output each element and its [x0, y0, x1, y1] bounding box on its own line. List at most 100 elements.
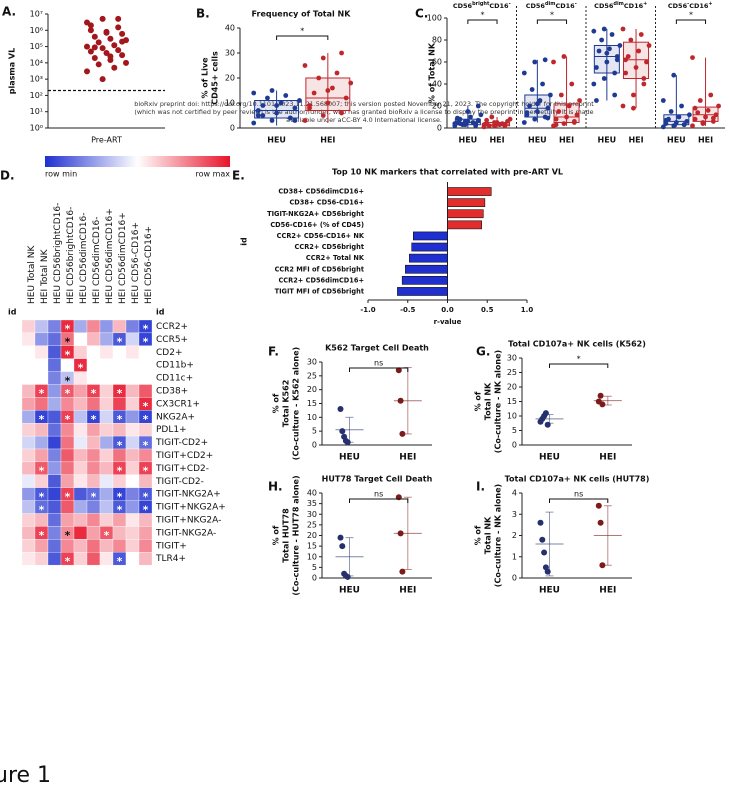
- significance-star: *: [117, 439, 123, 452]
- bar: [411, 242, 448, 252]
- heatmap-cell: [21, 526, 36, 540]
- data-point: [644, 59, 649, 65]
- data-point: [599, 562, 606, 569]
- data-point: [320, 113, 326, 118]
- y-tick-label: 10⁰: [30, 124, 43, 133]
- heatmap-cell: [47, 448, 62, 463]
- y-tick-label: 10⁷: [30, 10, 43, 19]
- data-point: [337, 406, 344, 413]
- y-tick-label: 0: [437, 124, 442, 133]
- heatmap-cell: [60, 448, 75, 463]
- panel-letter: C.: [415, 7, 428, 21]
- significance-bracket: [675, 19, 707, 24]
- data-point: [297, 98, 302, 103]
- y-axis-label: Total HUT78: [282, 508, 291, 563]
- data-point: [553, 116, 559, 122]
- row-label: NKG2A+: [156, 412, 195, 422]
- data-point: [320, 55, 326, 61]
- data-point: [542, 57, 548, 63]
- x-tick-label: HEU: [667, 136, 686, 145]
- data-point: [596, 48, 602, 54]
- data-point: [679, 103, 684, 109]
- title-part: CD16: [689, 2, 709, 10]
- data-point: [115, 24, 122, 31]
- data-point: [591, 28, 597, 34]
- y-tick-label: 25: [307, 520, 317, 529]
- data-point: [84, 68, 90, 75]
- y-tick-label: 30: [307, 358, 317, 367]
- data-point: [673, 120, 679, 125]
- title-part: CD16: [624, 2, 644, 10]
- data-point: [612, 92, 618, 98]
- data-point: [597, 519, 604, 526]
- heatmap-cell: [138, 552, 153, 566]
- heatmap-cell: [99, 371, 114, 385]
- panel-letter: H.: [268, 480, 283, 494]
- y-axis-label: Total NK: [484, 516, 493, 554]
- heatmap-cell: [21, 513, 36, 527]
- y-tick-label: 25: [507, 368, 517, 377]
- title-part: bright: [472, 1, 490, 7]
- heatmap-cell: [21, 358, 36, 372]
- data-point: [569, 81, 575, 87]
- data-point: [631, 92, 636, 98]
- significance-star: *: [117, 490, 123, 503]
- data-point: [697, 98, 703, 103]
- data-point: [91, 33, 98, 40]
- heatmap-cell: [125, 448, 140, 463]
- category-label: CD38+ CD56dimCD16+: [278, 188, 364, 196]
- y-axis-label: % of: [474, 525, 483, 545]
- heatmap-cell: [21, 319, 36, 334]
- row-label: TIGIT+CD2-: [155, 464, 209, 474]
- panel-title: Top 10 NK markers that correlated with p…: [332, 168, 563, 177]
- data-point: [457, 121, 463, 126]
- watermark: available under aCC-BY 4.0 International…: [286, 116, 442, 124]
- heatmap-cell: [73, 539, 88, 553]
- heatmap-cell: [21, 539, 36, 553]
- y-tick-label: 10¹: [30, 107, 43, 116]
- heatmap-cell: [47, 552, 62, 566]
- heatmap-cell: [34, 332, 49, 346]
- significance-star: *: [65, 336, 71, 349]
- heatmap-cell: [99, 410, 114, 424]
- heatmap-cell: [86, 474, 101, 488]
- title-part: CD56: [668, 2, 688, 10]
- y-axis-label: Total K562: [282, 380, 291, 428]
- subplot-title: CD56-CD16+: [668, 1, 713, 11]
- bar: [405, 264, 448, 274]
- data-point: [614, 54, 620, 59]
- data-point: [617, 43, 623, 48]
- x-tick-label: Pre-ART: [91, 136, 122, 145]
- data-point: [681, 122, 687, 128]
- data-point: [684, 119, 690, 124]
- data-point: [119, 38, 126, 45]
- significance-bracket: [276, 35, 329, 40]
- data-point: [594, 98, 599, 103]
- heatmap-cell: [73, 461, 88, 475]
- heatmap-cell: [47, 319, 62, 334]
- heatmap-cell: [60, 474, 75, 488]
- data-point: [87, 27, 94, 34]
- y-tick-label: 10⁶: [30, 26, 43, 35]
- significance-label: *: [689, 11, 693, 20]
- heatmap-cell: [73, 448, 88, 463]
- data-point: [99, 76, 106, 83]
- y-axis-label: (Co-culture - NK alone): [494, 350, 503, 453]
- data-point: [87, 48, 94, 55]
- x-tick-label: HEI: [599, 586, 616, 596]
- box: [553, 103, 580, 124]
- data-point: [591, 81, 597, 87]
- heatmap-cell: [47, 461, 62, 475]
- significance-star: *: [117, 413, 123, 426]
- y-tick-label: 100: [427, 14, 442, 23]
- data-point: [529, 87, 535, 92]
- row-label: TIGIT-NKG2A-: [155, 528, 216, 538]
- data-point: [604, 50, 610, 56]
- watermark: (which was not certified by peer review)…: [134, 108, 593, 116]
- data-point: [91, 44, 98, 51]
- data-point: [337, 534, 344, 541]
- y-tick-label: 15: [307, 542, 317, 551]
- bar: [413, 231, 448, 241]
- column-label: HEU CD56dimCD16-: [79, 213, 89, 304]
